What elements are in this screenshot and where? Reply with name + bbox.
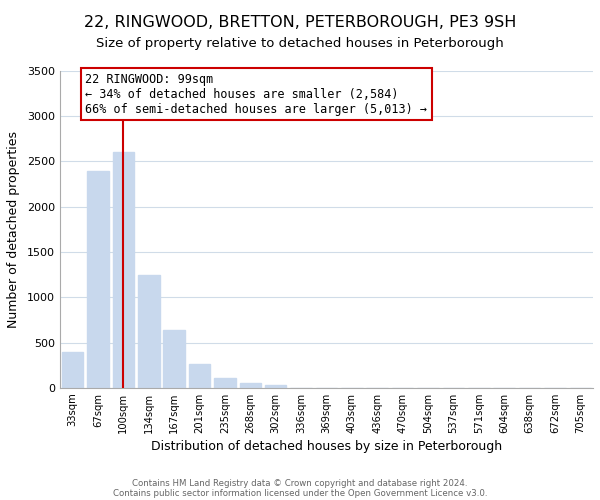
Text: Contains HM Land Registry data © Crown copyright and database right 2024.: Contains HM Land Registry data © Crown c… <box>132 478 468 488</box>
Bar <box>189 364 211 388</box>
Bar <box>214 378 236 388</box>
Bar <box>265 385 286 388</box>
Text: 22, RINGWOOD, BRETTON, PETERBOROUGH, PE3 9SH: 22, RINGWOOD, BRETTON, PETERBOROUGH, PE3… <box>84 15 516 30</box>
Text: Size of property relative to detached houses in Peterborough: Size of property relative to detached ho… <box>96 38 504 51</box>
Bar <box>239 384 261 388</box>
Text: 22 RINGWOOD: 99sqm
← 34% of detached houses are smaller (2,584)
66% of semi-deta: 22 RINGWOOD: 99sqm ← 34% of detached hou… <box>85 73 427 116</box>
Bar <box>163 330 185 388</box>
Bar <box>62 352 83 388</box>
Y-axis label: Number of detached properties: Number of detached properties <box>7 131 20 328</box>
Bar <box>138 274 160 388</box>
Text: Contains public sector information licensed under the Open Government Licence v3: Contains public sector information licen… <box>113 488 487 498</box>
Bar <box>87 170 109 388</box>
X-axis label: Distribution of detached houses by size in Peterborough: Distribution of detached houses by size … <box>151 440 502 453</box>
Bar <box>113 152 134 388</box>
